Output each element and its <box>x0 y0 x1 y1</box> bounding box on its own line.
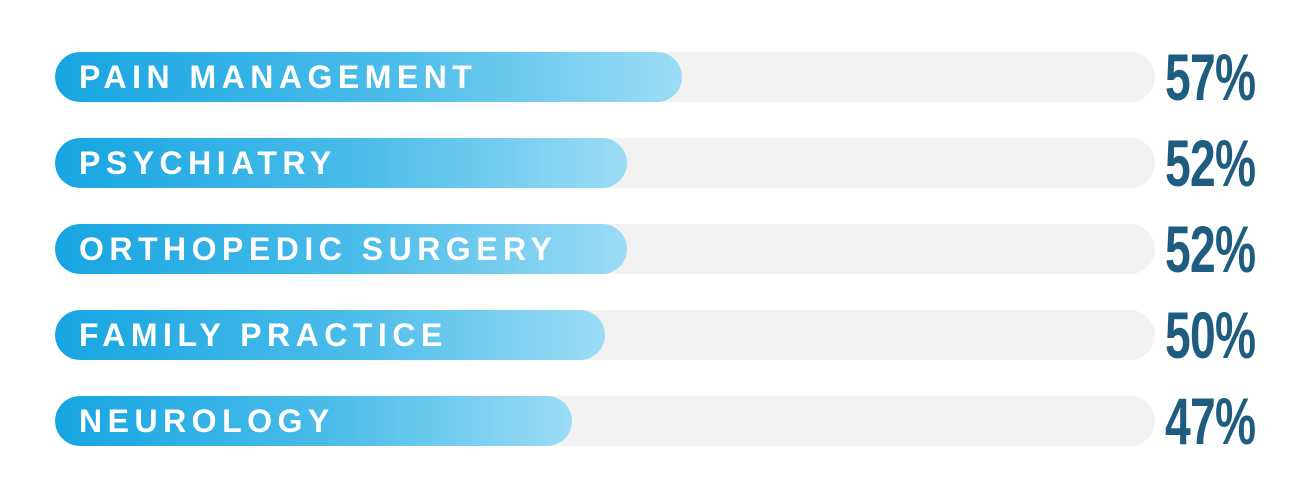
bar-fill: PAIN MANAGEMENT <box>55 52 682 102</box>
bar-fill: ORTHOPEDIC SURGERY <box>55 224 627 274</box>
bar-row-psychiatry: PSYCHIATRY 52% <box>55 130 1261 196</box>
bar-row-pain-management: PAIN MANAGEMENT 57% <box>55 44 1261 110</box>
bar-label: NEUROLOGY <box>79 403 335 439</box>
value-label: 57% <box>1165 44 1261 110</box>
value-label: 47% <box>1165 388 1261 454</box>
bar-track: FAMILY PRACTICE <box>55 310 1155 360</box>
bar-fill: FAMILY PRACTICE <box>55 310 605 360</box>
value-text: 50% <box>1165 298 1256 372</box>
value-label: 52% <box>1165 130 1261 196</box>
bar-row-family-practice: FAMILY PRACTICE 50% <box>55 302 1261 368</box>
bar-row-neurology: NEUROLOGY 47% <box>55 388 1261 454</box>
value-label: 52% <box>1165 216 1261 282</box>
bar-label: PAIN MANAGEMENT <box>79 59 478 95</box>
bar-fill: PSYCHIATRY <box>55 138 627 188</box>
bar-label: PSYCHIATRY <box>79 145 337 181</box>
bar-label: ORTHOPEDIC SURGERY <box>79 231 558 267</box>
value-text: 52% <box>1165 212 1256 286</box>
value-text: 57% <box>1165 40 1256 114</box>
bar-track: PSYCHIATRY <box>55 138 1155 188</box>
value-text: 47% <box>1165 384 1256 458</box>
bar-row-orthopedic-surgery: ORTHOPEDIC SURGERY 52% <box>55 216 1261 282</box>
bar-label: FAMILY PRACTICE <box>79 317 448 353</box>
bar-track: ORTHOPEDIC SURGERY <box>55 224 1155 274</box>
bar-track: NEUROLOGY <box>55 396 1155 446</box>
value-label: 50% <box>1165 302 1261 368</box>
bar-fill: NEUROLOGY <box>55 396 572 446</box>
value-text: 52% <box>1165 126 1256 200</box>
specialty-bar-chart: PAIN MANAGEMENT 57% PSYCHIATRY 52% ORTHO… <box>55 44 1261 482</box>
bar-track: PAIN MANAGEMENT <box>55 52 1155 102</box>
